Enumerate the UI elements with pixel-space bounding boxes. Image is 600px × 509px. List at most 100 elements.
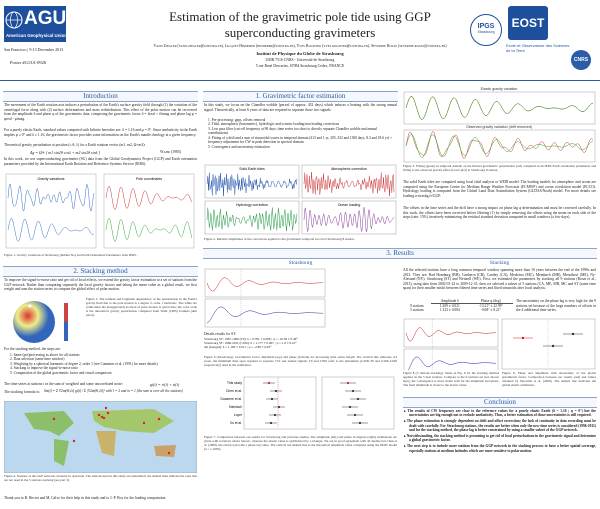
row-label: Harnisch (229, 405, 242, 409)
table-header: Phase φ (deg) (468, 299, 513, 304)
gravimetric-text: The solid Earth tides are computed using… (403, 180, 596, 198)
curve (405, 96, 594, 120)
ipgs-text: IPGS (477, 23, 495, 30)
figure: This study Chen et al. Ducarme et al. Harni… (221, 376, 395, 430)
curve (7, 217, 95, 242)
plot-frame (321, 376, 395, 430)
list-item: All (merged): δ = 1.169 ± 0.011 ; φ = -2… (204, 345, 272, 350)
estimate (353, 413, 357, 417)
gravimetric-text: The offsets in the time series and the d… (403, 206, 596, 220)
curve (105, 185, 193, 210)
stacking-results-text: All the selected stations have a long co… (403, 268, 596, 291)
estimate (521, 336, 525, 340)
authors: Yann Ziegler (yann.ziegler@unistra.fr), … (153, 44, 447, 48)
eost-text: EOST (511, 16, 545, 30)
curve (408, 356, 496, 370)
figure-caption: Figure 9. Phase and amplitude with uncer… (502, 372, 596, 387)
plot-frame (301, 200, 397, 235)
unit: UMR 7516 CNRS - Université de Strasbourg (265, 58, 335, 62)
section-title: Introduction (3, 91, 198, 102)
section-title: 1. Gravimetric factor estimation (203, 91, 398, 102)
list-item: 3. Weighting by a spherical harmonic of … (10, 361, 158, 366)
details-title: Details results for ST: (204, 332, 237, 336)
estimate (346, 381, 350, 385)
panel-label: Atmospheric correction (331, 167, 367, 171)
intro-text: For a purely elastic Earth, standard val… (4, 128, 197, 137)
globe-figure (13, 301, 68, 343)
estimate (273, 413, 277, 417)
estimate (274, 389, 278, 393)
plot-frame (243, 376, 317, 430)
table-header: Amplitude δ (430, 299, 469, 304)
list-item: ▸ Notwithstanding, the stacking method i… (404, 433, 596, 443)
estimate (348, 405, 352, 409)
continent (154, 445, 176, 457)
stacking-text: To improve the signal-to-noise ratio and… (4, 278, 197, 292)
intro-text: Theoretical gravity perturbation at posi… (4, 143, 146, 147)
ipgs-city: Strasbourg (477, 30, 495, 34)
figure-caption: Figure 3. Fitting (green) in temporal do… (403, 165, 596, 172)
curve (405, 131, 594, 159)
estimate (351, 389, 355, 393)
agu-name: AGU (24, 8, 66, 29)
curve (206, 306, 323, 324)
section-title: 3. Results (203, 248, 597, 259)
figure: Gravity variations Pole coordinates (5, 173, 195, 249)
estimate (356, 397, 360, 401)
figure (403, 318, 596, 370)
curve (105, 217, 193, 242)
station-map (4, 401, 197, 473)
figure (204, 268, 326, 328)
list-item: 2. Data selection (same time window) (10, 357, 65, 362)
figure-label: Gravity variations (37, 177, 64, 181)
figure-caption: Figure 4. Stations of the GGP network cu… (4, 475, 197, 482)
figure-caption: Figure 2. Relative amplitudes of the cor… (204, 238, 355, 241)
subsection-title: Strasbourg (288, 260, 313, 266)
conclusion-list: ▸ The results of CW frequency are close … (404, 409, 596, 507)
equation: Sm(t) = Σ Y2m(θi,λi) gi(t) / Σ |Y2m(θi,λ… (44, 389, 183, 393)
estimate (267, 381, 271, 385)
estimate (277, 405, 281, 409)
estimate (358, 421, 362, 425)
cnrs-logo: CNRS (571, 50, 591, 70)
row-label: This study (227, 381, 242, 385)
section-title: Conclusion (403, 397, 597, 408)
curve (206, 207, 298, 232)
address: 5 rue René Descartes, 67084 Strasbourg C… (255, 64, 345, 68)
header-rule (0, 80, 600, 81)
figure-caption: Figure 3. The latitude and longitude dep… (86, 298, 197, 317)
list-item: 5. Convergence and uncertainty estimatio… (208, 144, 270, 149)
figure-caption: Figure 6 (Strasbourg). Gravimetric facto… (204, 356, 397, 367)
gravimetric-text: In this study, we focus on the Chandler … (204, 103, 397, 112)
table-cell: -0.68° ± 8.21° (480, 308, 502, 312)
estimate (551, 344, 555, 348)
figure-label: Elastic gravity variation (481, 87, 518, 91)
row-label: Loyer (234, 413, 243, 417)
acknowledgments: Thank you to B. Hector and M. Calvo for … (4, 496, 167, 500)
plot-frame (501, 318, 596, 370)
eost-full: Ecole et Observatoire des Sciences de la… (506, 44, 570, 53)
continent (92, 409, 174, 433)
intro-text: In this work, we use superconducting gra… (4, 157, 197, 166)
list-item: Strasbourg ST: 1996-2011 (C026): δ = 1.1… (204, 341, 297, 346)
figure-caption: Figure 8 (5 stations stacking). Same as … (403, 372, 499, 387)
table-cell: -13.21° ± 22.99° (478, 304, 503, 308)
subsection-title: Stacking (489, 260, 510, 266)
plot-frame (403, 348, 499, 370)
list-item: 3. Low pass filter (cut-off frequency at… (208, 126, 377, 136)
institute: Institut de Physique du Globe de Strasbo… (256, 51, 344, 56)
equation: Δg = Ω²r [ m1 sin2θ cosλ + m2 sin2θ sinλ… (30, 150, 101, 155)
curve (303, 172, 395, 197)
row-label: Xu et al. (230, 421, 242, 425)
plot-frame (403, 91, 596, 125)
row-label: Chen et al. (226, 389, 242, 393)
step-list: 1. Pre-processing: gaps, offsets removal… (208, 118, 396, 162)
list-item: ▸ The phase estimation is strongly depen… (404, 419, 596, 432)
list-item: ▸ The results of CW frequency are close … (404, 409, 596, 418)
agu-globe (5, 11, 23, 29)
estimate (571, 332, 575, 336)
table-cell: 1.123 ± 0.084 (439, 308, 460, 312)
curve (405, 327, 496, 342)
ipgs-logo: IPGS Strasbourg (470, 14, 502, 46)
